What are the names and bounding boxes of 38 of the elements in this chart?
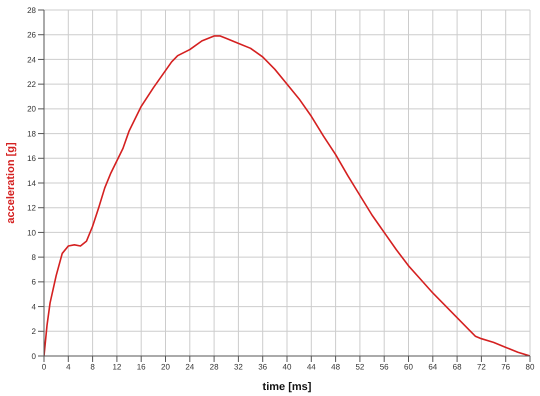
x-tick-label: 56 <box>380 362 390 372</box>
y-tick-label: 8 <box>32 252 37 262</box>
x-tick-label: 72 <box>476 362 486 372</box>
y-tick-label: 4 <box>32 302 37 312</box>
x-tick-label: 16 <box>136 362 146 372</box>
y-tick-label: 24 <box>27 55 37 64</box>
x-tick-label: 36 <box>258 362 268 372</box>
y-tick-label: 20 <box>27 104 37 114</box>
x-tick-label: 28 <box>210 362 220 372</box>
x-tick-label: 80 <box>526 362 535 372</box>
x-tick-label: 40 <box>282 362 292 372</box>
x-axis-title: time [ms] <box>262 381 312 393</box>
x-tick-label: 64 <box>428 362 438 372</box>
x-tick-label: 44 <box>306 362 316 372</box>
y-tick-label: 14 <box>27 178 37 188</box>
y-tick-label: 2 <box>32 327 37 336</box>
x-tick-label: 52 <box>355 362 365 372</box>
x-tick-label: 32 <box>234 362 244 372</box>
x-tick-label: 48 <box>331 362 341 372</box>
x-tick-label: 12 <box>112 362 122 372</box>
x-tick-label: 8 <box>90 362 96 372</box>
y-tick-label: 26 <box>27 30 37 40</box>
y-tick-label: 6 <box>32 278 37 287</box>
x-tick-label: 60 <box>404 362 414 372</box>
y-tick-label: 22 <box>27 80 37 89</box>
y-tick-label: 18 <box>27 129 37 138</box>
y-axis-title: acceleration [g] <box>4 142 17 224</box>
x-tick-label: 4 <box>66 362 72 372</box>
y-tick-label: 10 <box>27 228 37 238</box>
y-tick-label: 0 <box>32 352 37 361</box>
x-tick-label: 24 <box>185 362 195 372</box>
y-tick-label: 16 <box>27 154 37 164</box>
y-tick-label: 12 <box>27 204 37 213</box>
y-tick-label: 28 <box>27 6 37 15</box>
x-tick-label: 20 <box>161 362 170 372</box>
x-tick-label: 68 <box>452 362 462 372</box>
x-tick-label: 76 <box>501 362 511 372</box>
x-tick-label: 0 <box>42 362 47 372</box>
